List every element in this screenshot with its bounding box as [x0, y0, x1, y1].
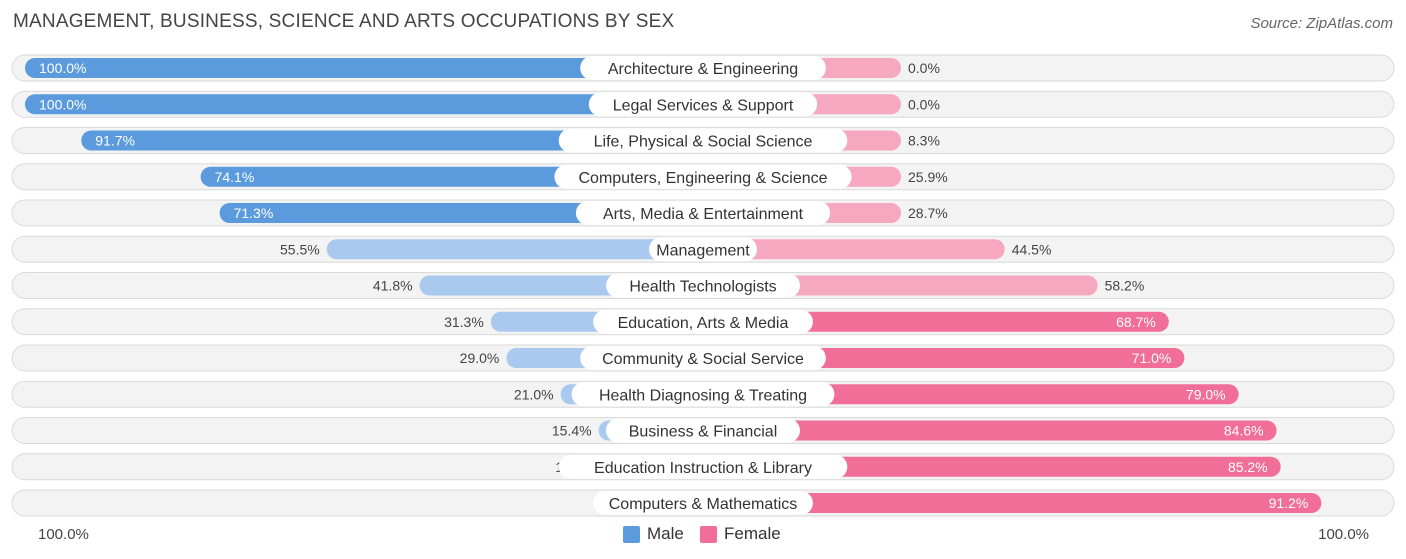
value-label-male: 100.0%	[39, 96, 86, 112]
bar-female	[703, 384, 1239, 405]
value-label-male: 41.8%	[373, 278, 413, 294]
bar-chart: 100.0% 0.0% Architecture & Engineering 100.…	[11, 54, 1395, 517]
category-pill	[606, 273, 800, 298]
bar-male	[81, 130, 704, 151]
category-label: Computers & Mathematics	[609, 496, 798, 513]
value-label-male: 29.0%	[460, 350, 500, 366]
chart-title: MANAGEMENT, BUSINESS, SCIENCE AND ARTS O…	[13, 11, 675, 32]
category-label: Community & Social Service	[602, 351, 804, 368]
bar-female	[703, 456, 1281, 477]
value-label-female: 25.9%	[908, 169, 948, 185]
value-label-female: 0.0%	[908, 96, 940, 112]
legend-swatch-female	[700, 525, 717, 543]
value-label-female: 0.0%	[908, 60, 940, 76]
category-pill	[588, 92, 818, 117]
category-label: Education, Arts & Media	[618, 315, 789, 332]
bar-female	[703, 311, 1169, 332]
value-label-female: 79.0%	[1186, 386, 1226, 402]
value-label-male: 15.4%	[552, 423, 592, 439]
category-pill	[593, 491, 813, 515]
category-label: Management	[656, 242, 750, 259]
category-label: Legal Services & Support	[613, 97, 794, 114]
value-label-female: 44.5%	[1012, 241, 1052, 257]
value-label-female: 91.2%	[1269, 495, 1309, 511]
category-pill	[575, 201, 831, 225]
value-label-female: 8.3%	[908, 133, 940, 149]
value-label-female: 28.7%	[908, 205, 948, 221]
category-label: Business & Financial	[629, 424, 778, 441]
bar-female	[703, 420, 1277, 441]
value-label-male: 55.5%	[280, 241, 320, 257]
category-pill	[558, 128, 848, 153]
value-label-male: 91.7%	[95, 133, 135, 149]
category-pill	[649, 237, 757, 262]
value-label-female: 71.0%	[1132, 350, 1172, 366]
legend-item-female[interactable]: Female	[700, 524, 781, 544]
source-label: Source: ZipAtlas.com	[1250, 15, 1393, 32]
legend-label-male: Male	[647, 524, 684, 543]
category-label: Health Technologists	[629, 279, 776, 296]
category-pill	[593, 309, 813, 334]
bar-male	[326, 239, 703, 260]
bar-male	[25, 94, 703, 115]
value-label-female: 58.2%	[1105, 278, 1145, 294]
category-label: Computers, Engineering & Science	[578, 170, 827, 187]
value-label-male: 31.3%	[444, 314, 484, 330]
axis-left-label: 100.0%	[38, 526, 89, 543]
category-label: Education Instruction & Library	[594, 460, 812, 477]
bar-male	[25, 58, 703, 78]
category-label: Life, Physical & Social Science	[594, 134, 813, 151]
legend: Male Female	[0, 524, 1406, 546]
value-label-male: 100.0%	[39, 60, 86, 76]
category-label: Architecture & Engineering	[608, 61, 798, 78]
category-pill	[580, 56, 826, 80]
bar-female	[703, 239, 1005, 260]
category-pill	[571, 382, 835, 407]
value-label-female: 68.7%	[1116, 314, 1156, 330]
category-label: Arts, Media & Entertainment	[603, 206, 804, 223]
legend-label-female: Female	[724, 524, 781, 543]
legend-item-male[interactable]: Male	[623, 524, 684, 544]
value-label-male: 71.3%	[234, 205, 274, 221]
value-label-female: 84.6%	[1224, 423, 1264, 439]
value-label-male: 74.1%	[215, 169, 255, 185]
category-pill	[558, 454, 848, 479]
legend-swatch-male	[623, 525, 640, 543]
category-label: Health Diagnosing & Treating	[599, 387, 807, 404]
category-pill	[606, 418, 800, 443]
category-pill	[554, 164, 852, 189]
bar-female	[703, 493, 1322, 513]
value-label-female: 85.2%	[1228, 459, 1268, 475]
category-pill	[580, 346, 826, 370]
axis-right-label: 100.0%	[1318, 526, 1369, 543]
value-label-male: 21.0%	[514, 386, 554, 402]
bar-female	[703, 275, 1098, 296]
